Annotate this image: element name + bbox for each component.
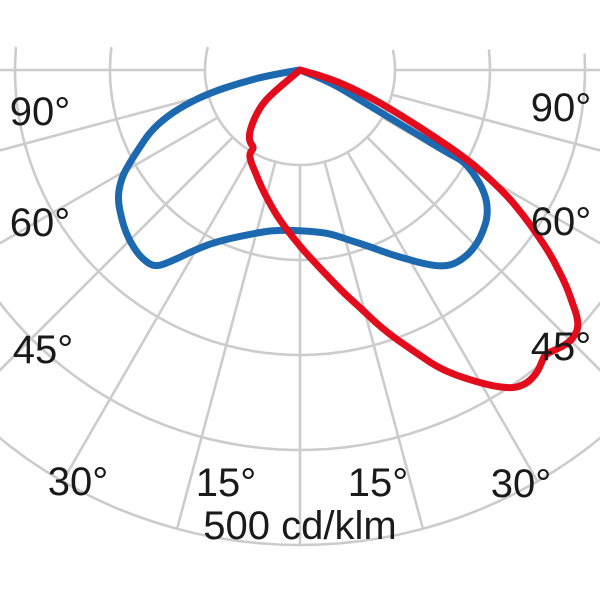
angle-tick-label-left: 60° bbox=[10, 201, 71, 245]
intensity-ring bbox=[0, 300, 600, 452]
intensity-ring bbox=[0, 436, 600, 547]
intensity-ring bbox=[108, 46, 492, 262]
angle-tick-label-right: 60° bbox=[531, 200, 592, 244]
intensity-ring bbox=[13, 46, 587, 357]
angle-tick-label-right: 45° bbox=[531, 325, 592, 369]
angle-tick-label-right: 30° bbox=[491, 462, 552, 506]
angle-tick-label-right: 90° bbox=[531, 86, 592, 130]
angle-tick-label-left: 90° bbox=[10, 90, 71, 134]
angle-tick-label-left: 30° bbox=[48, 460, 109, 504]
unit-label: 500 cd/klm bbox=[203, 504, 396, 548]
red-curve bbox=[245, 66, 582, 392]
angle-tick-label-left: 45° bbox=[13, 328, 74, 372]
angle-tick-label-right: 15° bbox=[348, 461, 409, 505]
angle-tick-label-left: 15° bbox=[196, 461, 257, 505]
